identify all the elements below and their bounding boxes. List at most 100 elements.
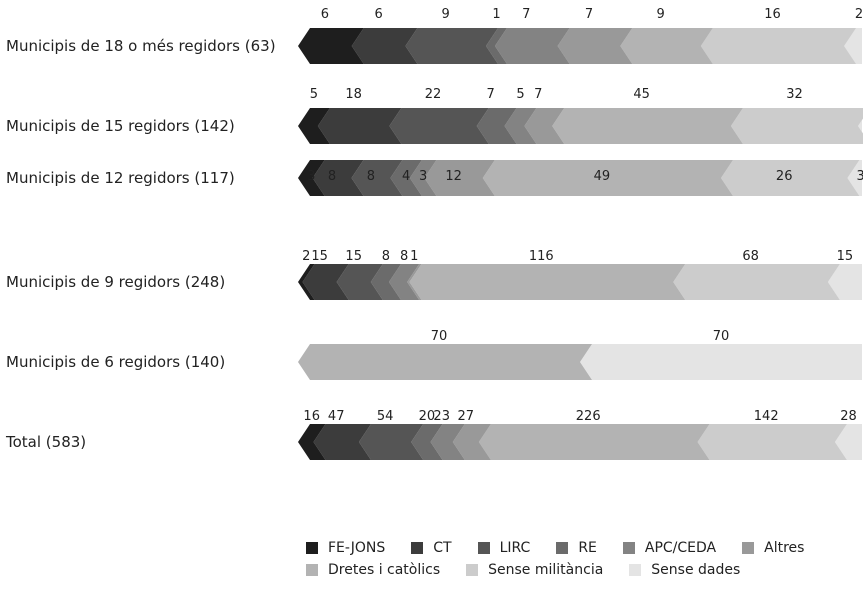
bar-segment <box>424 160 495 196</box>
bar-segment <box>827 264 862 300</box>
value-label: 2 <box>855 7 863 22</box>
legend-row: Dretes i catòlics Sense militància Sense d… <box>306 562 862 578</box>
bar-segment <box>844 28 862 64</box>
bar-segment <box>486 28 507 64</box>
value-label: 15 <box>345 249 362 264</box>
bar-segment <box>298 424 326 460</box>
legend-row: FE-JONS CT LIRC RE APC/CEDA Altres <box>306 540 862 556</box>
value-label: 226 <box>576 409 601 424</box>
bar-segment <box>298 160 325 196</box>
bar-segment <box>858 108 863 144</box>
value-label: 70 <box>431 329 448 344</box>
category-label: Municipis de 6 regidors (140) <box>6 353 225 371</box>
value-label: 15 <box>311 249 328 264</box>
bar-segment <box>452 424 491 460</box>
value-label: 12 <box>445 169 462 184</box>
value-label: 116 <box>529 249 554 264</box>
bar-segment <box>390 160 422 196</box>
bar-segment <box>298 264 315 300</box>
bar-segment <box>336 264 383 300</box>
bar-segment <box>405 28 498 64</box>
value-label: 8 <box>400 249 408 264</box>
legend-label: LIRC <box>499 540 531 556</box>
legend-label: Altres <box>764 540 805 556</box>
value-label: 5 <box>516 87 524 102</box>
legend-swatch <box>556 542 569 554</box>
bar-segment <box>504 108 537 144</box>
legend: FE-JONS CT LIRC RE APC/CEDA Altres Dretes i ca… <box>306 540 862 584</box>
legend-item: Sense dades <box>629 562 740 578</box>
bar-segment <box>552 108 743 144</box>
bar-segment <box>411 424 443 460</box>
bar-segment <box>524 108 565 144</box>
legend-swatch <box>477 542 490 554</box>
value-label: 68 <box>742 249 759 264</box>
value-label: 23 <box>433 409 450 424</box>
category-label: Municipis de 9 regidors (248) <box>6 273 225 291</box>
legend-swatch <box>306 542 318 554</box>
value-label: 6 <box>374 7 382 22</box>
legend-swatch <box>622 542 635 554</box>
bar-segment <box>389 108 489 144</box>
bar-segment <box>409 264 686 300</box>
bar-segment <box>409 160 437 196</box>
bar-segment <box>730 108 863 144</box>
legend-item: CT <box>411 540 452 556</box>
bar-segment <box>312 160 364 196</box>
value-label: 7 <box>486 87 494 102</box>
value-label: 18 <box>345 87 362 102</box>
value-label: 16 <box>303 409 320 424</box>
value-label: 7 <box>585 7 593 22</box>
value-label: 7 <box>522 7 530 22</box>
legend-swatch <box>629 564 642 576</box>
value-label: 9 <box>656 7 664 22</box>
category-label: Municipis de 18 o més regidors (63) <box>6 37 276 55</box>
bar-segment <box>620 28 713 64</box>
bar-segment <box>388 264 420 300</box>
bar-segment <box>351 28 418 64</box>
bar-segment <box>358 424 424 460</box>
bar-segment <box>317 108 402 144</box>
bar-segment <box>482 160 733 196</box>
value-label: 142 <box>754 409 779 424</box>
legend-item: FE-JONS <box>306 540 385 556</box>
value-label: 15 <box>837 249 854 264</box>
value-label: 5 <box>310 87 318 102</box>
bar-segment <box>834 424 862 460</box>
value-label: 6 <box>321 7 329 22</box>
value-label: 3 <box>307 169 315 184</box>
bar-segment <box>313 424 371 460</box>
value-label: 28 <box>840 409 857 424</box>
bar-segment <box>697 424 847 460</box>
bar-segment <box>370 264 401 300</box>
legend-item: Dretes i catòlics <box>306 562 440 578</box>
bar-segment <box>298 108 330 144</box>
value-label: 2 <box>302 249 310 264</box>
value-label: 16 <box>764 7 781 22</box>
value-label: 70 <box>713 329 730 344</box>
bar-segment <box>302 264 349 300</box>
value-label: 8 <box>328 169 336 184</box>
bar-segment <box>673 264 840 300</box>
bar-segment <box>580 344 862 380</box>
value-label: 7 <box>534 87 542 102</box>
legend-item: Altres <box>742 540 804 556</box>
category-label: Municipis de 12 regidors (117) <box>6 169 235 187</box>
value-label: 8 <box>382 249 390 264</box>
bar-segment <box>700 28 857 64</box>
legend-label: APC/CEDA <box>644 540 717 556</box>
value-label: 9 <box>442 7 450 22</box>
value-label: 1 <box>862 87 863 102</box>
legend-label: Sense dades <box>651 562 741 578</box>
category-label: Total (583) <box>5 433 86 451</box>
legend-swatch <box>411 542 424 554</box>
value-label: 22 <box>425 87 442 102</box>
value-label: 4 <box>402 169 410 184</box>
legend-item: Sense militància <box>466 562 603 578</box>
bar-segment <box>298 28 364 64</box>
category-label: Municipis de 15 regidors (142) <box>6 117 235 135</box>
legend-swatch <box>466 564 479 576</box>
bar-segment <box>430 424 465 460</box>
value-label: 3 <box>857 169 863 184</box>
legend-swatch <box>742 542 755 554</box>
